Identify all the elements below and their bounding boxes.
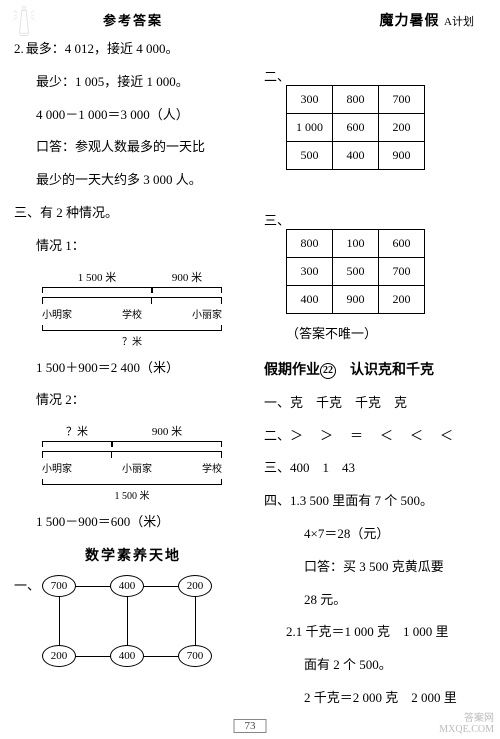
d2-top-b: 900 米 bbox=[112, 423, 222, 439]
node-1: 700 bbox=[42, 575, 76, 597]
q2-l2: 最少：1 005，接近 1 000。 bbox=[14, 72, 252, 93]
t3-c: 100 bbox=[333, 230, 379, 258]
q3-head: 三、有 2 种情况。 bbox=[14, 203, 252, 224]
q3-case1: 情况 1： bbox=[14, 236, 252, 257]
q3-eq2: 1 500－900＝600（米） bbox=[14, 512, 252, 533]
t3-c: 600 bbox=[379, 230, 425, 258]
t3-c: 800 bbox=[287, 230, 333, 258]
t2-c: 1 000 bbox=[287, 114, 333, 142]
suyang-title: 数学素养天地 bbox=[14, 545, 252, 565]
node-3: 200 bbox=[178, 575, 212, 597]
table3-label: 三、 bbox=[264, 210, 290, 229]
d1-lab-b: 学校 bbox=[122, 306, 142, 321]
t3-c: 900 bbox=[333, 286, 379, 314]
t3-c: 500 bbox=[333, 258, 379, 286]
page: 参考答案 2. 最多：4 012，接近 4 000。 最少：1 005，接近 1… bbox=[0, 0, 500, 739]
right-column: 魔力暑假 A计划 二、 300800700 1 000600200 500400… bbox=[258, 10, 486, 709]
hw-title-b: 认识克和千克 bbox=[336, 363, 434, 378]
t3-c: 200 bbox=[379, 286, 425, 314]
d2-under: 1 500 米 bbox=[42, 487, 222, 502]
table2-wrap: 二、 300800700 1 000600200 500400900 bbox=[264, 36, 480, 170]
q2-num: 2. bbox=[14, 39, 24, 60]
hw-l2-label: 二、 bbox=[264, 428, 290, 443]
hw-l4-1a: 3 500 里面有 7 个 500。 bbox=[300, 493, 433, 508]
t2-c: 800 bbox=[333, 86, 379, 114]
hw-l4-2c: 2 千克＝2 000 克 2 000 里 bbox=[264, 688, 480, 709]
hw-title-num: 22 bbox=[320, 363, 336, 379]
header-right-main: 魔力暑假 bbox=[380, 14, 440, 29]
d1-lab-c: 小丽家 bbox=[192, 306, 222, 321]
table-2: 300800700 1 000600200 500400900 bbox=[286, 85, 425, 170]
t2-c: 900 bbox=[379, 142, 425, 170]
watermark: 答案网 MXQE.COM bbox=[439, 713, 494, 735]
suyang-label: 一、 bbox=[14, 575, 40, 594]
circle-graph: 700 400 200 200 400 700 bbox=[42, 575, 212, 675]
t3-c: 300 bbox=[287, 258, 333, 286]
header-right-plan: A计划 bbox=[444, 16, 474, 28]
hw-l4-1d: 28 元。 bbox=[264, 590, 480, 611]
node-6: 700 bbox=[178, 645, 212, 667]
hw-l4-2a: 1 千克＝1 000 克 1 000 里 bbox=[296, 624, 449, 639]
d2-top-a: ？米 bbox=[42, 423, 112, 439]
suyang-block: 一、 700 400 200 200 400 700 bbox=[14, 575, 252, 675]
table3-wrap: 三、 800100600 300500700 400900200 bbox=[264, 180, 480, 314]
d2-lab-a: 小明家 bbox=[42, 460, 72, 475]
t3-c: 700 bbox=[379, 258, 425, 286]
q2-l1: 最多：4 012，接近 4 000。 bbox=[26, 41, 179, 56]
hw-l2: 二、＞ ＞ ＝ ＜ ＜ ＜ bbox=[264, 426, 480, 447]
d1-top-b: 900 米 bbox=[152, 269, 222, 285]
hw-l4-2: 2.1 千克＝1 000 克 1 000 里 bbox=[264, 622, 480, 643]
node-5: 400 bbox=[110, 645, 144, 667]
t2-c: 500 bbox=[287, 142, 333, 170]
hw-l1: 一、克 千克 千克 克 bbox=[264, 393, 480, 414]
watermark-a: 答案网 bbox=[439, 713, 494, 724]
header-right: 魔力暑假 A计划 bbox=[264, 10, 480, 30]
t3-note: （答案不唯一） bbox=[264, 324, 480, 345]
node-4: 200 bbox=[42, 645, 76, 667]
hw-l2-syms: ＞ ＞ ＝ ＜ ＜ ＜ bbox=[290, 428, 455, 443]
q3-eq1: 1 500＋900＝2 400（米） bbox=[14, 358, 252, 379]
hw-l4-1c: 口答：买 3 500 克黄瓜要 bbox=[264, 557, 480, 578]
d1-top-a: 1 500 米 bbox=[42, 269, 152, 285]
diagram-2: ？米 900 米 小明家 小丽家 学校 1 500 米 bbox=[42, 423, 222, 502]
t3-c: 400 bbox=[287, 286, 333, 314]
table-3: 800100600 300500700 400900200 bbox=[286, 229, 425, 314]
hw-l4-2b: 面有 2 个 500。 bbox=[264, 655, 480, 676]
d1-under: ？米 bbox=[42, 333, 222, 348]
left-column: 参考答案 2. 最多：4 012，接近 4 000。 最少：1 005，接近 1… bbox=[8, 10, 258, 709]
q2-l3: 4 000－1 000＝3 000（人） bbox=[14, 105, 252, 126]
watermark-b: MXQE.COM bbox=[439, 724, 494, 735]
node-2: 400 bbox=[110, 575, 144, 597]
t2-c: 300 bbox=[287, 86, 333, 114]
t2-c: 400 bbox=[333, 142, 379, 170]
t2-c: 200 bbox=[379, 114, 425, 142]
hw-l4-1b: 4×7＝28（元） bbox=[264, 524, 480, 545]
d1-lab-a: 小明家 bbox=[42, 306, 72, 321]
table2-label: 二、 bbox=[264, 66, 290, 85]
homework-title: 假期作业22 认识克和千克 bbox=[264, 359, 480, 379]
hw-l4-1: 四、1.3 500 里面有 7 个 500。 bbox=[264, 491, 480, 512]
q2-line1: 2. 最多：4 012，接近 4 000。 bbox=[14, 39, 252, 60]
page-number: 73 bbox=[234, 719, 267, 733]
lighthouse-icon bbox=[10, 6, 38, 40]
d2-lab-c: 学校 bbox=[202, 460, 222, 475]
q3-case2: 情况 2： bbox=[14, 390, 252, 411]
hw-l3: 三、400 1 43 bbox=[264, 458, 480, 479]
hw-l4-label: 四、 bbox=[264, 493, 290, 508]
d2-lab-b: 小丽家 bbox=[122, 460, 152, 475]
hw-l4-1-num: 1. bbox=[290, 493, 300, 508]
t2-c: 600 bbox=[333, 114, 379, 142]
hw-title-a: 假期作业 bbox=[264, 363, 320, 378]
diagram-1: 1 500 米 900 米 小明家 学校 小丽家 ？米 bbox=[42, 269, 222, 348]
t2-c: 700 bbox=[379, 86, 425, 114]
header-left: 参考答案 bbox=[14, 10, 252, 29]
q2-l4: 口答：参观人数最多的一天比 bbox=[14, 137, 252, 158]
hw-l4-2-num: 2. bbox=[286, 624, 296, 639]
q2-l5: 最少的一天大约多 3 000 人。 bbox=[14, 170, 252, 191]
